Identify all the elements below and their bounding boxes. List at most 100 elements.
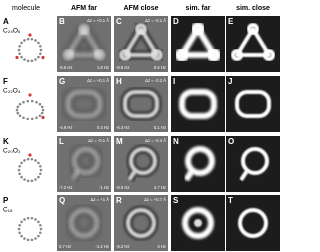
molecule-cell: A C₂₄O₆ xyxy=(3,17,45,63)
atom xyxy=(23,218,26,221)
lobe xyxy=(175,48,189,62)
image-panel: S xyxy=(171,195,225,251)
atom xyxy=(26,59,30,63)
figure: molecule AFM far AFM close sim. far sim. clo… xyxy=(3,5,280,251)
image-panel: H Δz = -0.2 Å -6.3 Hz 5.1 Hz xyxy=(114,76,168,132)
atom xyxy=(18,231,21,235)
column-header: sim. far xyxy=(186,5,211,12)
atom xyxy=(37,175,40,179)
frequency-label: -6.2 Hz xyxy=(116,244,130,249)
atom xyxy=(16,111,20,115)
panel-label: D xyxy=(173,17,179,26)
oxygen xyxy=(28,93,32,97)
image-panel: I xyxy=(171,76,225,132)
atom xyxy=(15,108,19,112)
frequency-label: -4.9 Hz xyxy=(59,125,73,130)
lobe xyxy=(207,48,221,62)
image-panel: M Δz = -0.4 Å -8.0 Hz 4.7 Hz xyxy=(114,136,168,192)
atom xyxy=(30,99,34,103)
row-label: A xyxy=(3,17,9,26)
molecule-shape xyxy=(238,208,268,238)
molecule-shape xyxy=(235,27,271,57)
image-panel: O xyxy=(226,136,280,192)
molecule-shape xyxy=(126,208,156,238)
dz-label: Δz = -0.1 Å xyxy=(88,138,109,143)
tail xyxy=(70,169,80,182)
frequency-label: -8.6 Hz xyxy=(116,65,130,70)
atom xyxy=(37,41,40,45)
image-panel: C Δz = -0.1 Å -8.6 Hz 6.5 Hz xyxy=(114,16,168,72)
atom xyxy=(18,102,22,106)
molecule-cell: F C₂₂O₄ xyxy=(3,77,45,121)
image-panel: D xyxy=(171,16,225,72)
atom xyxy=(18,223,21,227)
molecule-shape xyxy=(123,90,159,118)
atom xyxy=(23,178,26,181)
panel-label: O xyxy=(228,137,234,146)
tail xyxy=(239,169,249,182)
molecule-shape xyxy=(235,90,271,118)
frequency-label: -6.3 Hz xyxy=(116,125,130,130)
lobe xyxy=(62,49,74,61)
formula: C₂₀O₂ xyxy=(3,148,21,155)
atom xyxy=(30,157,34,161)
atom xyxy=(23,58,26,61)
frequency-label: 1.8 Hz xyxy=(97,65,109,70)
molecule-shape xyxy=(185,146,215,176)
atom xyxy=(34,159,37,162)
lobe xyxy=(119,49,131,61)
molecule-shape xyxy=(66,90,102,118)
frequency-label: -1.2 Hz xyxy=(96,244,110,249)
atom xyxy=(17,227,21,231)
column-header: AFM close xyxy=(123,5,158,12)
atom xyxy=(26,157,30,161)
frequency-label: -1 Hz xyxy=(99,185,109,190)
atom xyxy=(23,39,26,42)
image-panel: B Δz = +0.1 Å -6.6 Hz 1.8 Hz xyxy=(57,16,111,72)
frequency-label: 5.1 Hz xyxy=(154,125,166,130)
frequency-label: 4.7 Hz xyxy=(154,185,166,190)
atom xyxy=(26,37,30,41)
atom xyxy=(39,227,43,231)
atom xyxy=(34,237,37,240)
dz-label: Δz = +0.7 Å xyxy=(144,197,166,202)
row-label: P xyxy=(3,196,9,205)
atom xyxy=(35,116,38,120)
atom xyxy=(39,172,42,176)
atom xyxy=(20,234,23,238)
formula: C₂₄O₆ xyxy=(3,28,21,35)
atom xyxy=(26,117,30,121)
panel-background xyxy=(57,136,111,192)
image-panel: R Δz = +0.7 Å -6.2 Hz 3 Hz xyxy=(114,195,168,251)
panel-label: I xyxy=(173,77,175,86)
panel-label: T xyxy=(228,196,233,205)
dz-label: Δz = -0.4 Å xyxy=(145,138,166,143)
atom xyxy=(34,58,37,61)
molecule-shape xyxy=(179,26,217,58)
frequency-label: -7.2 Hz xyxy=(59,185,73,190)
column-header: sim. close xyxy=(236,5,270,12)
atom xyxy=(34,39,37,42)
atom xyxy=(16,105,20,109)
atom xyxy=(37,234,40,238)
lobe xyxy=(263,49,275,61)
atom xyxy=(23,237,26,240)
frequency-label: -6.6 Hz xyxy=(59,65,73,70)
panel-label: N xyxy=(173,137,179,146)
molecule-shape xyxy=(69,208,99,238)
atom xyxy=(23,159,26,162)
image-panel: L Δz = -0.1 Å -7.2 Hz -1 Hz xyxy=(57,136,111,192)
molecule-shape xyxy=(179,89,217,119)
atom xyxy=(26,99,30,103)
image-panel: Q Δz = +1 Å 0.7 Hz -1.2 Hz xyxy=(57,195,111,251)
atom xyxy=(18,164,21,168)
molecule-shape xyxy=(123,27,159,57)
atom xyxy=(18,172,21,176)
panel-background xyxy=(57,195,111,251)
lobe xyxy=(94,49,106,61)
column-header: AFM far xyxy=(71,5,97,12)
panel-label: L xyxy=(59,137,64,146)
atom xyxy=(30,179,34,183)
oxygen xyxy=(41,55,45,60)
